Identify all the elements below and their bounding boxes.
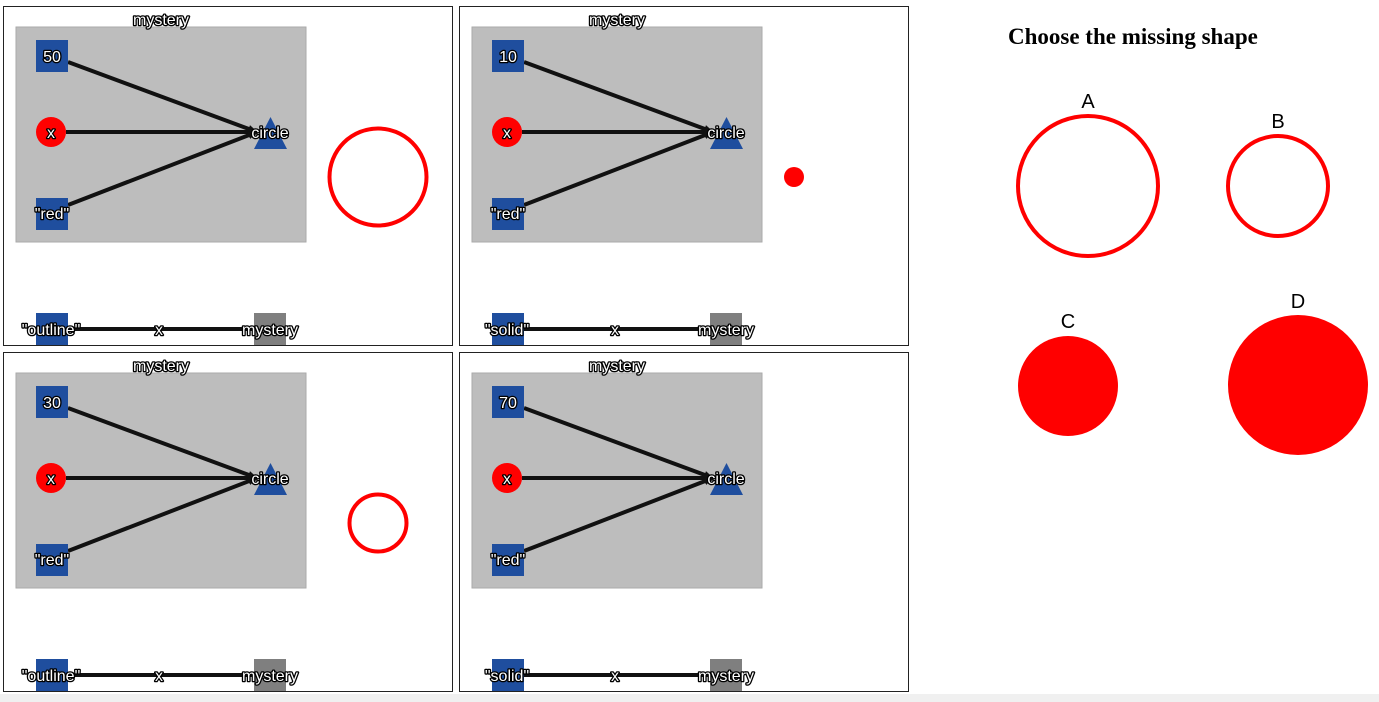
number-node[interactable] (492, 40, 524, 72)
panel-title: mystery (589, 12, 645, 29)
mystery-result-label: mystery (242, 668, 298, 685)
example-output-circle (347, 492, 409, 554)
parameter-node[interactable] (492, 117, 522, 147)
parameter-node-label: x (503, 125, 511, 142)
parameter-node-label: x (503, 471, 511, 488)
edge-number-to-circle (67, 406, 258, 480)
mode-node-label: "solid" (485, 668, 529, 685)
program-panel-4: 70 x "red" circle mystery "solid" x mystery (459, 352, 909, 692)
choice-label-b: B (1271, 111, 1285, 133)
number-node[interactable] (492, 386, 524, 418)
color-node-label: "red" (491, 206, 525, 223)
parameter-node-label: x (47, 471, 55, 488)
parameter-node[interactable] (492, 463, 522, 493)
number-node[interactable] (36, 386, 68, 418)
edge-number-to-circle (523, 406, 714, 480)
mystery-result-node[interactable] (710, 659, 742, 691)
edge-number-to-circle (523, 60, 714, 134)
mystery-result-label: mystery (698, 668, 754, 685)
edge-color-to-circle (67, 130, 258, 207)
choice-c-solid-circle[interactable] (1018, 336, 1118, 436)
mystery-result-node[interactable] (254, 659, 286, 691)
color-node-label: "red" (35, 552, 69, 569)
program-panel-3: 30 x "red" circle mystery "outline" x mystery (3, 352, 453, 692)
number-node-label: 70 (499, 395, 517, 412)
argument-label: x (611, 668, 619, 685)
panel-title: mystery (133, 12, 189, 29)
parameter-node-label: x (47, 125, 55, 142)
function-node-label: circle (251, 471, 288, 488)
mode-node[interactable] (36, 313, 68, 345)
mode-node[interactable] (492, 659, 524, 691)
function-node-label: circle (707, 471, 744, 488)
panel-title: mystery (589, 358, 645, 375)
color-node-label: "red" (491, 552, 525, 569)
program-panel-1: 50 x "red" circle mystery "outline" x mystery (3, 6, 453, 346)
edge-color-to-circle (67, 476, 258, 553)
color-node[interactable] (36, 198, 68, 230)
question-title: Choose the missing shape (1008, 24, 1258, 49)
argument-label: x (155, 322, 163, 339)
number-node-label: 30 (43, 395, 61, 412)
program-diagram: 70 x "red" circle mystery "solid" x mystery (471, 357, 763, 691)
mystery-result-node[interactable] (254, 313, 286, 345)
choice-a-outline-circle[interactable] (1016, 114, 1160, 258)
example-output-circle (784, 167, 804, 187)
edge-color-to-circle (523, 476, 714, 553)
edge-color-to-circle (523, 130, 714, 207)
color-node[interactable] (492, 198, 524, 230)
mystery-result-label: mystery (698, 322, 754, 339)
program-diagram: 10 x "red" circle mystery "solid" x mystery (471, 11, 804, 345)
mode-node-label: "solid" (485, 322, 529, 339)
circle-function-node[interactable] (710, 463, 743, 495)
mystery-result-label: mystery (242, 322, 298, 339)
window-bottom-edge (0, 694, 1379, 702)
mode-node[interactable] (36, 659, 68, 691)
circle-function-node[interactable] (254, 463, 287, 495)
program-panel-2: 10 x "red" circle mystery "solid" x mystery (459, 6, 909, 346)
choice-label-c: C (1060, 311, 1076, 333)
choice-b-outline-circle[interactable] (1226, 134, 1330, 238)
function-node-label: circle (707, 125, 744, 142)
choice-label-a: A (1081, 91, 1095, 113)
color-node[interactable] (36, 544, 68, 576)
number-node-label: 50 (43, 49, 61, 66)
program-diagram: 30 x "red" circle mystery "outline" x mystery (15, 357, 409, 691)
mode-node[interactable] (492, 313, 524, 345)
example-output-circle (327, 126, 429, 228)
argument-label: x (155, 668, 163, 685)
argument-label: x (611, 322, 619, 339)
choice-d-solid-circle[interactable] (1228, 315, 1368, 455)
function-node-label: circle (251, 125, 288, 142)
number-node[interactable] (36, 40, 68, 72)
number-node-label: 10 (499, 49, 517, 66)
circle-function-node[interactable] (710, 117, 743, 149)
circle-function-node[interactable] (254, 117, 287, 149)
mode-node-label: "outline" (22, 668, 81, 685)
parameter-node[interactable] (36, 117, 66, 147)
program-diagram: 50 x "red" circle mystery "outline" x mystery (15, 11, 429, 345)
color-node[interactable] (492, 544, 524, 576)
mystery-result-node[interactable] (710, 313, 742, 345)
edge-number-to-circle (67, 60, 258, 134)
color-node-label: "red" (35, 206, 69, 223)
choice-label-d: D (1290, 291, 1306, 313)
parameter-node[interactable] (36, 463, 66, 493)
panel-title: mystery (133, 358, 189, 375)
mode-node-label: "outline" (22, 322, 81, 339)
